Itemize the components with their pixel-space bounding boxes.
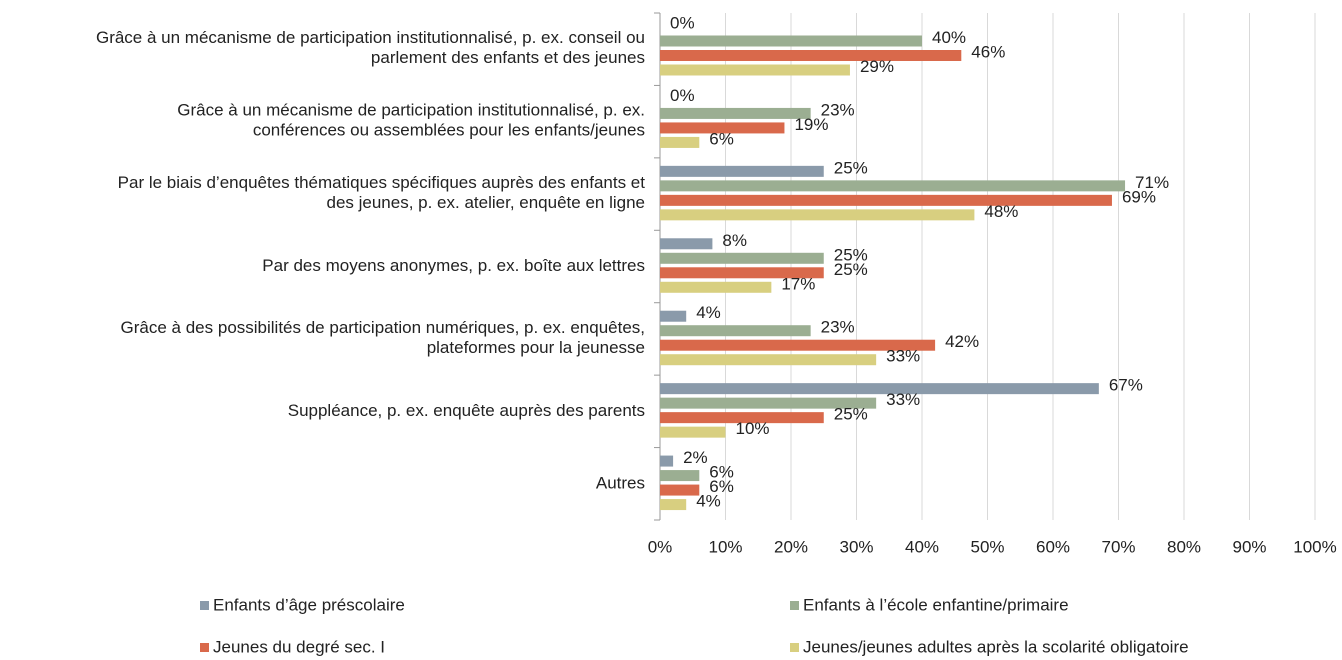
- bar: [660, 383, 1099, 395]
- x-tick-label: 20%: [774, 537, 808, 556]
- value-label: 23%: [821, 318, 855, 337]
- legend-label: Jeunes/jeunes adultes après la scolarité…: [803, 637, 1189, 656]
- bar: [660, 209, 975, 221]
- bar: [660, 310, 687, 322]
- bar: [660, 165, 824, 177]
- value-label: 25%: [834, 158, 868, 177]
- category-label: Grâce à des possibilités de participatio…: [121, 318, 645, 357]
- bar: [660, 426, 726, 438]
- value-label: 46%: [971, 42, 1005, 61]
- value-label: 71%: [1135, 173, 1169, 192]
- bar: [660, 122, 785, 134]
- value-label: 48%: [984, 202, 1018, 221]
- x-tick-label: 30%: [839, 537, 873, 556]
- value-label: 40%: [932, 28, 966, 47]
- bar: [660, 252, 824, 264]
- x-tick-label: 70%: [1101, 537, 1135, 556]
- bar: [660, 397, 877, 409]
- bar: [660, 180, 1126, 192]
- value-label: 17%: [781, 274, 815, 293]
- legend-swatch: [790, 643, 799, 652]
- legend-label: Enfants d’âge préscolaire: [213, 595, 405, 614]
- value-label: 0%: [670, 13, 695, 32]
- x-tick-label: 60%: [1036, 537, 1070, 556]
- category-label: Par des moyens anonymes, p. ex. boîte au…: [262, 256, 645, 275]
- bar: [660, 107, 811, 119]
- value-label: 4%: [696, 303, 721, 322]
- bar: [660, 455, 674, 467]
- x-tick-label: 10%: [708, 537, 742, 556]
- bar: [660, 470, 700, 482]
- x-tick-label: 90%: [1232, 537, 1266, 556]
- bar: [660, 499, 687, 511]
- value-label: 0%: [670, 86, 695, 105]
- value-label: 6%: [709, 129, 734, 148]
- bar: [660, 35, 922, 47]
- x-tick-label: 40%: [905, 537, 939, 556]
- bar: [660, 267, 824, 279]
- legend-label: Enfants à l’école enfantine/primaire: [803, 595, 1069, 614]
- legend-swatch: [200, 601, 209, 610]
- value-label: 67%: [1109, 376, 1143, 395]
- category-label: Par le biais d’enquêtes thématiques spéc…: [118, 174, 646, 213]
- value-label: 19%: [794, 115, 828, 134]
- bar: [660, 281, 772, 293]
- value-label: 29%: [860, 57, 894, 76]
- bar: [660, 339, 936, 351]
- value-label: 2%: [683, 448, 708, 467]
- bar: [660, 484, 700, 496]
- bar: [660, 50, 962, 61]
- x-tick-label: 100%: [1293, 537, 1336, 556]
- bar: [660, 64, 850, 76]
- bar: [660, 354, 877, 366]
- value-label: 10%: [736, 419, 770, 438]
- value-label: 42%: [945, 332, 979, 351]
- value-label: 8%: [722, 231, 747, 250]
- legend-swatch: [200, 643, 209, 652]
- value-label: 33%: [886, 390, 920, 409]
- value-label: 25%: [834, 245, 868, 264]
- legend-label: Jeunes du degré sec. I: [213, 637, 385, 656]
- bar: [660, 325, 811, 337]
- legend-swatch: [790, 601, 799, 610]
- category-label: Grâce à un mécanisme de participation in…: [177, 101, 645, 140]
- category-label: Grâce à un mécanisme de participation in…: [96, 29, 645, 68]
- category-label: Suppléance, p. ex. enquête auprès des pa…: [288, 401, 645, 420]
- bar: [660, 238, 713, 250]
- bar: [660, 194, 1112, 206]
- value-label: 25%: [834, 405, 868, 424]
- value-label: 33%: [886, 347, 920, 366]
- value-label: 6%: [709, 463, 734, 482]
- value-label: 25%: [834, 260, 868, 279]
- bar: [660, 412, 824, 424]
- category-label: Autres: [596, 473, 645, 492]
- value-label: 69%: [1122, 187, 1156, 206]
- x-tick-label: 0%: [648, 537, 673, 556]
- value-label: 6%: [709, 477, 734, 496]
- x-tick-label: 50%: [970, 537, 1004, 556]
- bar: [660, 136, 700, 148]
- value-label: 4%: [696, 492, 721, 511]
- x-tick-label: 80%: [1167, 537, 1201, 556]
- value-label: 23%: [821, 100, 855, 119]
